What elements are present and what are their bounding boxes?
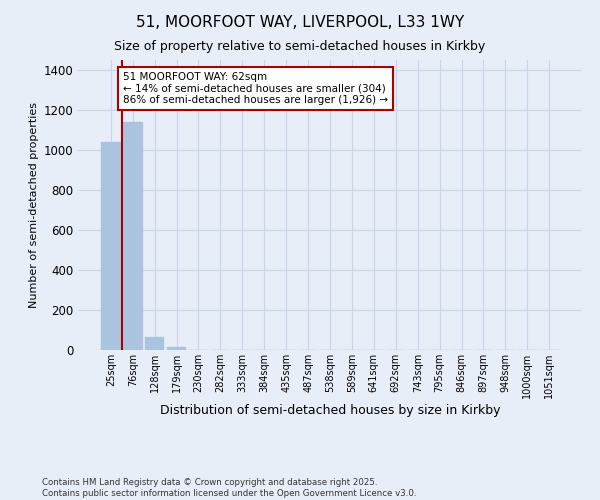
Y-axis label: Number of semi-detached properties: Number of semi-detached properties	[29, 102, 39, 308]
Bar	[145, 337, 164, 350]
Text: 51 MOORFOOT WAY: 62sqm
← 14% of semi-detached houses are smaller (304)
86% of se: 51 MOORFOOT WAY: 62sqm ← 14% of semi-det…	[123, 72, 388, 105]
Text: Contains HM Land Registry data © Crown copyright and database right 2025.
Contai: Contains HM Land Registry data © Crown c…	[42, 478, 416, 498]
Text: 51, MOORFOOT WAY, LIVERPOOL, L33 1WY: 51, MOORFOOT WAY, LIVERPOOL, L33 1WY	[136, 15, 464, 30]
Bar	[167, 347, 187, 350]
Text: Size of property relative to semi-detached houses in Kirkby: Size of property relative to semi-detach…	[115, 40, 485, 53]
X-axis label: Distribution of semi-detached houses by size in Kirkby: Distribution of semi-detached houses by …	[160, 404, 500, 416]
Bar	[101, 142, 121, 350]
Bar	[123, 122, 143, 350]
